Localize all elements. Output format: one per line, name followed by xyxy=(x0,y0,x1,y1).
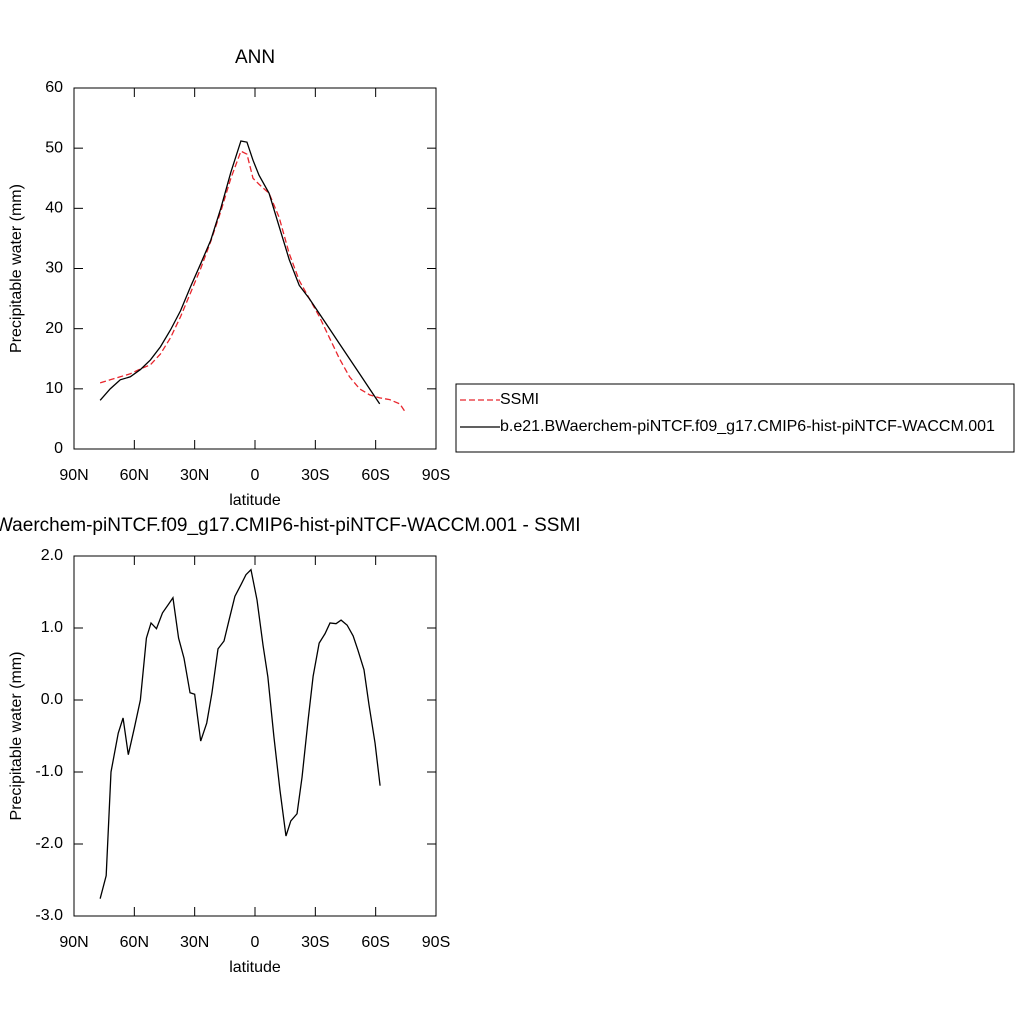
x-axis-label: latitude xyxy=(229,959,281,976)
data-line xyxy=(99,150,407,414)
data-line xyxy=(99,568,381,899)
x-tick-label: 30N xyxy=(180,467,209,484)
x-tick-label: 60S xyxy=(361,934,389,951)
y-tick-label: -2.0 xyxy=(35,835,63,852)
x-axis-label: latitude xyxy=(229,492,281,509)
legend-box xyxy=(455,383,1015,453)
legend-label: SSMI xyxy=(500,391,539,408)
x-tick-label: 90S xyxy=(422,467,450,484)
x-tick-label: 30S xyxy=(301,934,329,951)
chart-title: b.e21.BWaerchem-piNTCF.f09_g17.CMIP6-his… xyxy=(0,515,581,536)
y-axis-label: Precipitable water (mm) xyxy=(8,184,25,353)
y-tick-label: 40 xyxy=(45,200,63,217)
y-tick-label: 50 xyxy=(45,139,63,156)
chart-title: ANN xyxy=(235,47,275,68)
y-tick-label: 20 xyxy=(45,320,63,337)
x-tick-label: 90S xyxy=(422,934,450,951)
y-axis-label: Precipitable water (mm) xyxy=(8,652,25,821)
y-tick-label: 2.0 xyxy=(41,547,63,564)
data-line xyxy=(99,140,381,405)
x-tick-label: 0 xyxy=(251,934,260,951)
y-tick-label: 30 xyxy=(45,260,63,277)
x-tick-label: 60N xyxy=(120,934,149,951)
x-tick-label: 30S xyxy=(301,467,329,484)
y-tick-label: 60 xyxy=(45,79,63,96)
plot-frame xyxy=(73,555,437,917)
y-tick-label: 1.0 xyxy=(41,619,63,636)
x-tick-label: 0 xyxy=(251,467,260,484)
x-tick-label: 60S xyxy=(361,467,389,484)
y-tick-label: -3.0 xyxy=(35,907,63,924)
plot-frame xyxy=(73,87,437,450)
x-tick-label: 30N xyxy=(180,934,209,951)
y-tick-label: -1.0 xyxy=(35,763,63,780)
y-tick-label: 0 xyxy=(54,440,63,457)
y-tick-label: 0.0 xyxy=(41,691,63,708)
x-tick-label: 60N xyxy=(120,467,149,484)
y-tick-label: 10 xyxy=(45,380,63,397)
x-tick-label: 90N xyxy=(59,467,88,484)
x-tick-label: 90N xyxy=(59,934,88,951)
legend-label: b.e21.BWaerchem-piNTCF.f09_g17.CMIP6-his… xyxy=(500,418,995,435)
